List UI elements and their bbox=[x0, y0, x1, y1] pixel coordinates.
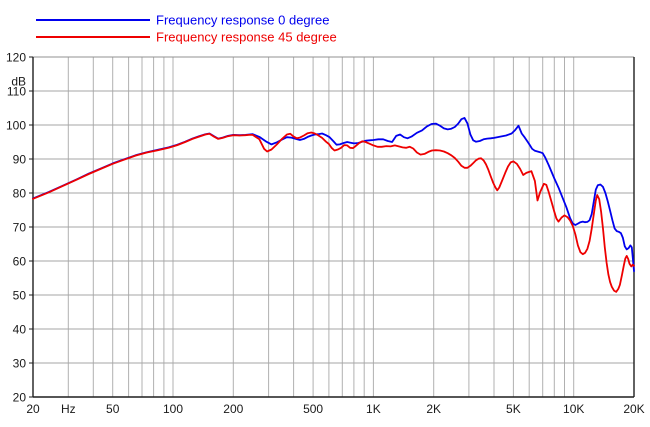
y-tick-label: 20 bbox=[13, 391, 27, 405]
y-tick-label: 120 bbox=[6, 51, 26, 65]
series-curve-0 bbox=[32, 117, 635, 273]
x-tick-label: 1K bbox=[366, 402, 381, 416]
legend-label-0: Frequency response 0 degree bbox=[156, 13, 329, 28]
y-tick-label: 30 bbox=[13, 357, 27, 371]
x-tick-label: 50 bbox=[106, 402, 120, 416]
y-tick-label: 80 bbox=[13, 187, 27, 201]
series-curve-1 bbox=[32, 131, 635, 293]
y-tick-label: 40 bbox=[13, 323, 27, 337]
x-tick-label: 10K bbox=[563, 402, 584, 416]
x-tick-label: 100 bbox=[163, 402, 183, 416]
y-tick-label: 90 bbox=[13, 153, 27, 167]
y-tick-label: 60 bbox=[13, 255, 27, 269]
y-tick-label: 100 bbox=[6, 119, 26, 133]
x-tick-label: 20K bbox=[623, 402, 644, 416]
x-tick-label: 20 bbox=[26, 402, 40, 416]
x-tick-label: 2K bbox=[426, 402, 441, 416]
y-tick-label: 70 bbox=[13, 221, 27, 235]
legend-label-1: Frequency response 45 degree bbox=[156, 30, 337, 45]
y-tick-label: 50 bbox=[13, 289, 27, 303]
x-tick-label: 500 bbox=[303, 402, 323, 416]
y-tick-label: 110 bbox=[7, 85, 26, 99]
x-tick-label: Hz bbox=[61, 402, 76, 416]
y-tick-label: dB bbox=[11, 74, 26, 88]
x-tick-label: 200 bbox=[223, 402, 243, 416]
x-tick-label: 5K bbox=[506, 402, 521, 416]
